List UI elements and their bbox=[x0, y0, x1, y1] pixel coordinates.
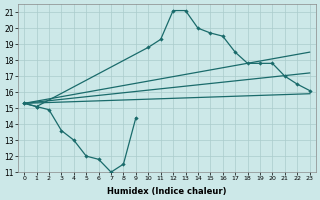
X-axis label: Humidex (Indice chaleur): Humidex (Indice chaleur) bbox=[107, 187, 227, 196]
